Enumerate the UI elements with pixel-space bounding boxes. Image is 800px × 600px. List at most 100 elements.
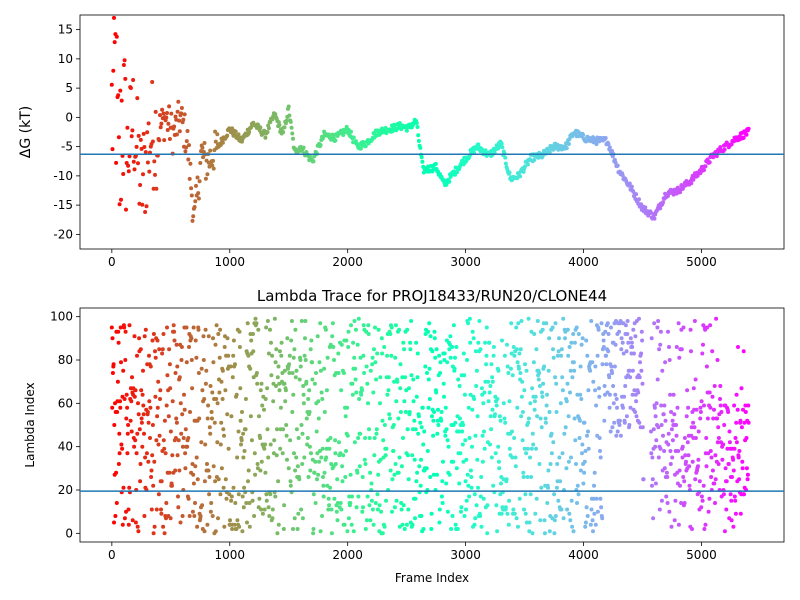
delta-g-point xyxy=(169,111,174,116)
lambda-point xyxy=(726,462,731,466)
lambda-point xyxy=(405,453,410,458)
lambda-point xyxy=(427,366,432,371)
lambda-point xyxy=(246,353,251,358)
lambda-point xyxy=(141,403,146,408)
lambda-point xyxy=(259,507,264,512)
lambda-point xyxy=(276,479,281,484)
lambda-point xyxy=(513,455,518,460)
lambda-point xyxy=(402,347,407,352)
delta-g-point xyxy=(266,126,271,131)
lambda-point xyxy=(560,388,565,393)
lambda-point xyxy=(563,336,567,341)
lambda-point xyxy=(512,353,517,358)
lambda-point xyxy=(604,353,609,358)
delta-g-point xyxy=(594,142,599,147)
lambda-point xyxy=(657,347,662,352)
lambda-point xyxy=(398,410,403,414)
lambda-point xyxy=(429,511,434,516)
lambda-point xyxy=(517,496,522,501)
delta-g-point xyxy=(281,130,286,135)
lambda-point xyxy=(583,524,588,529)
lambda-point xyxy=(693,477,698,482)
y-tick-label: 15 xyxy=(58,23,73,37)
lambda-point xyxy=(544,403,549,408)
lambda-point xyxy=(576,492,581,497)
lambda-point xyxy=(418,483,423,488)
lambda-point xyxy=(461,423,466,427)
lambda-point xyxy=(125,451,130,456)
lambda-point xyxy=(572,340,577,345)
lambda-point xyxy=(311,531,316,536)
lambda-point xyxy=(530,431,535,436)
lambda-point xyxy=(423,364,428,369)
lambda-point xyxy=(374,427,379,432)
lambda-point xyxy=(155,405,160,410)
lambda-point xyxy=(526,316,531,321)
delta-g-point xyxy=(125,125,130,130)
lambda-point xyxy=(545,501,550,505)
lambda-point xyxy=(538,518,543,523)
lambda-point xyxy=(708,449,713,453)
lambda-point xyxy=(519,414,524,419)
x-tick-label: 1000 xyxy=(214,548,245,562)
delta-g-point xyxy=(233,129,238,134)
lambda-point xyxy=(478,514,483,518)
lambda-point xyxy=(530,531,535,536)
lambda-point xyxy=(474,384,479,388)
lambda-point xyxy=(466,321,471,326)
lambda-point xyxy=(552,531,557,536)
delta-g-point xyxy=(333,138,338,143)
lambda-point xyxy=(312,381,317,386)
delta-g-point xyxy=(176,99,181,104)
lambda-point xyxy=(416,414,421,419)
lambda-point xyxy=(502,353,507,358)
lambda-point xyxy=(391,449,396,453)
lambda-point xyxy=(726,410,731,414)
lambda-point xyxy=(321,483,326,488)
lambda-point xyxy=(510,455,515,460)
delta-g-point xyxy=(183,149,188,154)
lambda-point xyxy=(546,485,550,490)
lambda-point xyxy=(670,455,675,460)
lambda-point xyxy=(489,427,494,432)
lambda-point xyxy=(437,507,442,512)
lambda-point xyxy=(377,503,382,508)
lambda-point xyxy=(392,379,397,384)
lambda-point xyxy=(494,403,499,408)
lambda-point xyxy=(292,516,297,521)
delta-g-point xyxy=(208,148,213,153)
lambda-point xyxy=(326,507,331,512)
lambda-point xyxy=(506,522,511,527)
lambda-point xyxy=(669,410,674,414)
lambda-point xyxy=(482,429,486,434)
y-tick-label: 0 xyxy=(65,526,73,540)
lambda-point xyxy=(270,353,275,358)
lambda-point xyxy=(640,338,645,343)
lambda-point xyxy=(601,338,606,343)
lambda-point xyxy=(468,392,473,397)
lambda-point xyxy=(413,516,417,521)
lambda-point xyxy=(150,338,155,343)
lambda-point xyxy=(667,509,672,514)
lambda-point xyxy=(170,399,175,404)
delta-g-point xyxy=(707,160,712,165)
y-tick-label: 40 xyxy=(58,440,73,454)
lambda-point xyxy=(405,427,410,432)
lambda-point xyxy=(539,425,544,430)
delta-g-point xyxy=(124,207,128,212)
lambda-point xyxy=(745,472,750,477)
lambda-point xyxy=(130,518,135,523)
lambda-point xyxy=(678,483,682,488)
lambda-point xyxy=(112,520,116,525)
delta-g-point xyxy=(528,157,532,162)
lambda-point xyxy=(306,475,311,479)
lambda-point xyxy=(248,414,253,419)
lambda-point xyxy=(304,416,309,421)
lambda-point xyxy=(627,368,632,373)
lambda-point xyxy=(487,390,492,395)
delta-g-point xyxy=(220,140,225,145)
lambda-point xyxy=(360,388,364,393)
lambda-point xyxy=(484,362,489,367)
lambda-point xyxy=(110,405,115,410)
lambda-point xyxy=(440,479,445,484)
